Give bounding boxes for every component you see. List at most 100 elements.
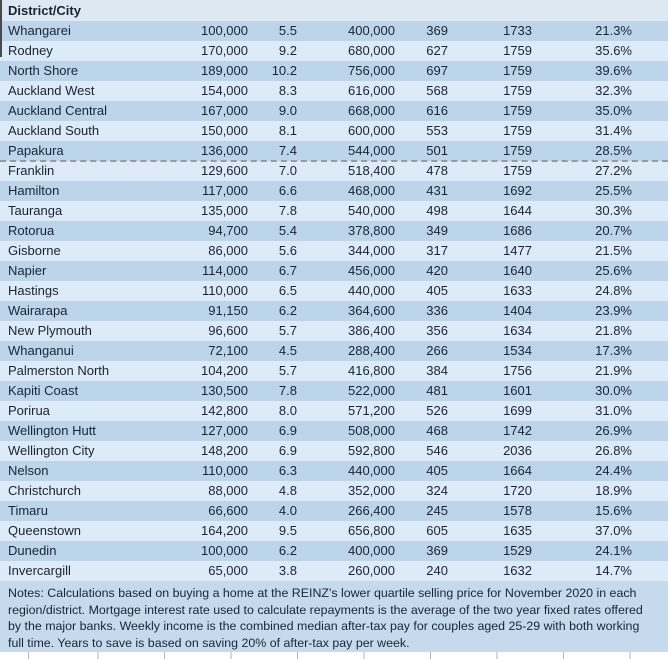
value-cell[interactable]: 170,000: [201, 43, 248, 58]
value-cell[interactable]: 21.5%: [595, 243, 632, 258]
table-row[interactable]: Whangarei 100,000 5.5 400,000 369 1733 21.3%: [0, 21, 668, 41]
table-row[interactable]: Christchurch 88,000 4.8 352,000 324 1720 18.9%: [0, 481, 668, 501]
value-cell[interactable]: 1759: [503, 123, 532, 138]
table-row[interactable]: New Plymouth 96,600 5.7 386,400 356 1634 21.8%: [0, 321, 668, 341]
table-row[interactable]: Wairarapa 91,150 6.2 364,600 336 1404 23.9%: [0, 301, 668, 321]
district-cell[interactable]: New Plymouth: [8, 323, 92, 338]
value-cell[interactable]: 627: [426, 43, 448, 58]
value-cell[interactable]: 6.9: [278, 443, 297, 458]
table-row[interactable]: Rodney 170,000 9.2 680,000 627 1759 35.6%: [0, 41, 668, 61]
value-cell[interactable]: 8.0: [278, 403, 297, 418]
value-cell[interactable]: 1692: [503, 183, 532, 198]
district-cell[interactable]: Gisborne: [8, 243, 61, 258]
value-cell[interactable]: 478: [426, 163, 448, 178]
value-cell[interactable]: 616,000: [348, 83, 395, 98]
value-cell[interactable]: 88,000: [208, 483, 248, 498]
value-cell[interactable]: 240: [426, 563, 448, 578]
value-cell[interactable]: 6.2: [278, 303, 297, 318]
district-cell[interactable]: Hastings: [8, 283, 59, 298]
district-cell[interactable]: Rodney: [8, 43, 53, 58]
value-cell[interactable]: 8.3: [278, 83, 297, 98]
value-cell[interactable]: 18.9%: [595, 483, 632, 498]
value-cell[interactable]: 405: [426, 463, 448, 478]
value-cell[interactable]: 35.6%: [595, 43, 632, 58]
district-cell[interactable]: Auckland Central: [8, 103, 107, 118]
value-cell[interactable]: 5.6: [278, 243, 297, 258]
value-cell[interactable]: 1759: [503, 163, 532, 178]
value-cell[interactable]: 26.9%: [595, 423, 632, 438]
value-cell[interactable]: 571,200: [348, 403, 395, 418]
value-cell[interactable]: 130,500: [201, 383, 248, 398]
value-cell[interactable]: 440,000: [348, 283, 395, 298]
value-cell[interactable]: 66,600: [208, 503, 248, 518]
district-cell[interactable]: Porirua: [8, 403, 50, 418]
value-cell[interactable]: 24.8%: [595, 283, 632, 298]
district-cell[interactable]: Napier: [8, 263, 47, 278]
value-cell[interactable]: 1640: [503, 263, 532, 278]
value-cell[interactable]: 30.3%: [595, 203, 632, 218]
value-cell[interactable]: 9.2: [278, 43, 297, 58]
value-cell[interactable]: 6.2: [278, 543, 297, 558]
value-cell[interactable]: 656,800: [348, 523, 395, 538]
table-row[interactable]: Whanganui 72,100 4.5 288,400 266 1534 17.3%: [0, 341, 668, 361]
value-cell[interactable]: 405: [426, 283, 448, 298]
value-cell[interactable]: 17.3%: [595, 343, 632, 358]
table-row[interactable]: Kapiti Coast 130,500 7.8 522,000 481 1601 30.0…: [0, 381, 668, 401]
value-cell[interactable]: 364,600: [348, 303, 395, 318]
table-row[interactable]: Rotorua 94,700 5.4 378,800 349 1686 20.7%: [0, 221, 668, 241]
table-row[interactable]: Auckland Central 167,000 9.0 668,000 616 1759…: [0, 101, 668, 121]
district-cell[interactable]: Christchurch: [8, 483, 81, 498]
value-cell[interactable]: 7.4: [278, 143, 297, 158]
value-cell[interactable]: 349: [426, 223, 448, 238]
value-cell[interactable]: 6.5: [278, 283, 297, 298]
table-row[interactable]: Dunedin 100,000 6.2 400,000 369 1529 24.1%: [0, 541, 668, 561]
value-cell[interactable]: 24.4%: [595, 463, 632, 478]
value-cell[interactable]: 65,000: [208, 563, 248, 578]
table-row[interactable]: Auckland West 154,000 8.3 616,000 568 1759 32.…: [0, 81, 668, 101]
value-cell[interactable]: 1756: [503, 363, 532, 378]
value-cell[interactable]: 5.4: [278, 223, 297, 238]
notes-cell[interactable]: Notes: Calculations based on buying a ho…: [0, 581, 668, 652]
value-cell[interactable]: 4.5: [278, 343, 297, 358]
value-cell[interactable]: 369: [426, 543, 448, 558]
district-cell[interactable]: Queenstown: [8, 523, 81, 538]
value-cell[interactable]: 416,800: [348, 363, 395, 378]
value-cell[interactable]: 546: [426, 443, 448, 458]
table-row[interactable]: Gisborne 86,000 5.6 344,000 317 1477 21.5%: [0, 241, 668, 261]
value-cell[interactable]: 553: [426, 123, 448, 138]
value-cell[interactable]: 1733: [503, 23, 532, 38]
district-cell[interactable]: Palmerston North: [8, 363, 110, 378]
value-cell[interactable]: 9.5: [278, 523, 297, 538]
value-cell[interactable]: 756,000: [348, 63, 395, 78]
value-cell[interactable]: 27.2%: [595, 163, 632, 178]
table-row[interactable]: Franklin 129,600 7.0 518,400 478 1759 27.2%: [0, 161, 668, 181]
value-cell[interactable]: 616: [426, 103, 448, 118]
value-cell[interactable]: 110,000: [201, 283, 248, 298]
value-cell[interactable]: 245: [426, 503, 448, 518]
district-cell[interactable]: Whangarei: [8, 23, 71, 38]
table-row[interactable]: Timaru 66,600 4.0 266,400 245 1578 15.6%: [0, 501, 668, 521]
value-cell[interactable]: 336: [426, 303, 448, 318]
value-cell[interactable]: 344,000: [348, 243, 395, 258]
value-cell[interactable]: 260,000: [348, 563, 395, 578]
value-cell[interactable]: 1759: [503, 143, 532, 158]
value-cell[interactable]: 384: [426, 363, 448, 378]
value-cell[interactable]: 23.9%: [595, 303, 632, 318]
value-cell[interactable]: 21.8%: [595, 323, 632, 338]
value-cell[interactable]: 91,150: [208, 303, 248, 318]
value-cell[interactable]: 605: [426, 523, 448, 538]
value-cell[interactable]: 468: [426, 423, 448, 438]
table-row[interactable]: North Shore 189,000 10.2 756,000 697 1759 39.6…: [0, 61, 668, 81]
value-cell[interactable]: 5.7: [278, 363, 297, 378]
value-cell[interactable]: 148,200: [201, 443, 248, 458]
value-cell[interactable]: 127,000: [201, 423, 248, 438]
value-cell[interactable]: 31.4%: [595, 123, 632, 138]
value-cell[interactable]: 25.5%: [595, 183, 632, 198]
value-cell[interactable]: 431: [426, 183, 448, 198]
value-cell[interactable]: 10.2: [271, 63, 297, 78]
value-cell[interactable]: 114,000: [201, 263, 248, 278]
value-cell[interactable]: 154,000: [201, 83, 248, 98]
table-row[interactable]: Nelson 110,000 6.3 440,000 405 1664 24.4%: [0, 461, 668, 481]
value-cell[interactable]: 481: [426, 383, 448, 398]
value-cell[interactable]: 129,600: [201, 163, 248, 178]
